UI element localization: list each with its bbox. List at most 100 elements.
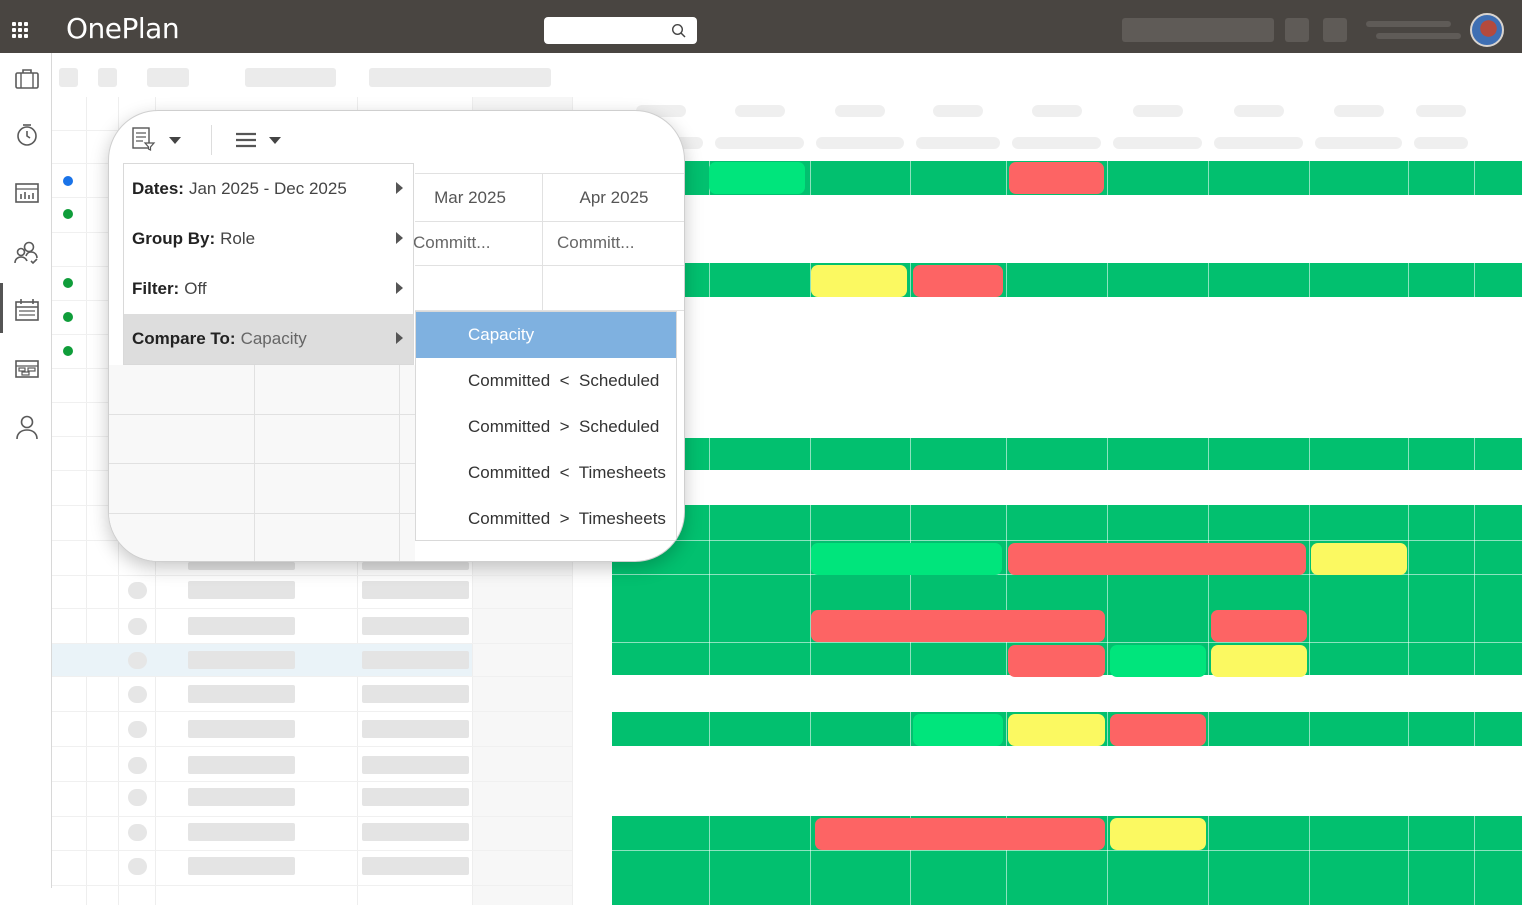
heatmap-cell-over (1008, 543, 1306, 575)
menu-dropdown[interactable] (235, 126, 287, 154)
briefcase-icon[interactable] (13, 65, 41, 93)
menu-item-compare-to[interactable]: Compare To: Capacity (124, 314, 413, 364)
column-header-placeholder (933, 105, 983, 117)
app-logo[interactable]: OnePlan (66, 12, 180, 45)
submenu-item-committed-lt-scheduled[interactable]: Committed < Scheduled (468, 371, 660, 390)
chevron-down-icon (269, 137, 281, 144)
menu-item-key: Compare To: (132, 329, 236, 348)
toolbar-placeholder (147, 68, 189, 87)
magnifier-icon[interactable] (671, 23, 687, 39)
status-dot (63, 312, 73, 322)
grid-line (52, 643, 572, 644)
grid-line (109, 513, 415, 514)
row-icon-placeholder (128, 789, 147, 806)
compare-to-submenu: Capacity Committed < Scheduled Committed… (415, 311, 677, 541)
calendar-icon[interactable] (13, 296, 41, 324)
month-header: Mar 2025 (434, 188, 506, 207)
heatmap-row (612, 263, 1522, 297)
grid-line (52, 850, 572, 851)
chevron-right-icon (396, 182, 403, 194)
row-name-placeholder (188, 617, 295, 635)
top-bar: OnePlan (0, 0, 1522, 53)
grid-line (1309, 95, 1310, 905)
row-value-placeholder (362, 562, 469, 570)
status-dot (63, 209, 73, 219)
settings-menu: Dates: Jan 2025 - Dec 2025 Group By: Rol… (123, 163, 414, 365)
heatmap-cell-over (1211, 610, 1307, 642)
row-value-placeholder (362, 857, 469, 875)
row-value-placeholder (362, 617, 469, 635)
search-input[interactable] (544, 17, 697, 44)
grid-line (612, 680, 1522, 681)
grid-line (1408, 95, 1409, 905)
grid-line (542, 173, 543, 311)
row-icon-placeholder (128, 858, 147, 875)
submenu-item-committed-lt-timesheets[interactable]: Committed < Timesheets (468, 463, 666, 482)
menu-item-value: Off (184, 279, 207, 298)
submenu-item-capacity[interactable]: Capacity (416, 312, 676, 358)
waffle-grid-icon[interactable] (12, 22, 28, 38)
column-subheader-placeholder (1113, 137, 1202, 149)
row-name-placeholder (188, 581, 295, 599)
row-name-placeholder (188, 720, 295, 738)
person-icon[interactable] (13, 413, 41, 441)
column-header-placeholder (1132, 105, 1183, 117)
column-subheader-placeholder (916, 137, 1000, 149)
top-bar-placeholder (1122, 18, 1274, 42)
chevron-down-icon (169, 137, 181, 144)
clock-icon[interactable] (13, 121, 41, 149)
heatmap-cell-near (1110, 645, 1206, 677)
chevron-right-icon (396, 282, 403, 294)
heatmap-cell-over (1008, 645, 1105, 677)
capacity-heatmap (612, 95, 1522, 905)
menu-item-dates[interactable]: Dates: Jan 2025 - Dec 2025 (124, 164, 413, 214)
view-dropdown[interactable] (131, 126, 183, 154)
heatmap-cell-over (1110, 714, 1206, 746)
grid-line (52, 711, 572, 712)
row-name-placeholder (188, 685, 295, 703)
menu-item-group-by[interactable]: Group By: Role (124, 214, 413, 264)
heatmap-cell-warning (1311, 543, 1407, 575)
heatmap-cell-over (811, 610, 1105, 642)
row-value-placeholder (362, 756, 469, 774)
column-header-placeholder (835, 105, 885, 117)
column-subheader-placeholder (1315, 137, 1402, 149)
grid-line (109, 414, 415, 415)
heatmap-cell-near (913, 714, 1003, 746)
grid-line (52, 575, 572, 576)
row-icon-placeholder (128, 686, 147, 703)
heatmap-cell-near (811, 543, 1002, 575)
row-name-placeholder (188, 823, 295, 841)
heatmap-cell-warning (811, 265, 907, 297)
row-icon-placeholder (128, 618, 147, 635)
row-value-placeholder (362, 788, 469, 806)
submenu-item-committed-gt-scheduled[interactable]: Committed > Scheduled (468, 417, 660, 436)
grid-line (109, 463, 415, 464)
row-icon-placeholder (128, 824, 147, 841)
sheet-filter-icon (132, 127, 156, 151)
heatmap-cell-over (815, 818, 1105, 850)
heatmap-cell-warning (1008, 714, 1105, 746)
submenu-item-committed-gt-timesheets[interactable]: Committed > Timesheets (468, 509, 666, 528)
row-name-placeholder (188, 857, 295, 875)
nav-active-indicator (0, 283, 3, 333)
grid-line (415, 310, 684, 311)
grid-line (399, 365, 400, 561)
top-bar-placeholder (1366, 21, 1451, 27)
column-subheader-placeholder (816, 137, 904, 149)
menu-item-filter[interactable]: Filter: Off (124, 264, 413, 314)
column-subheader-placeholder (1012, 137, 1101, 149)
grid-line (910, 95, 911, 905)
column-subheader-placeholder (1414, 137, 1468, 149)
grid-line (1107, 95, 1108, 905)
board-icon[interactable] (13, 355, 41, 383)
grid-line (1208, 95, 1209, 905)
column-subheader: Committ... (413, 233, 491, 252)
chart-icon[interactable] (13, 179, 41, 207)
people-icon[interactable] (13, 239, 41, 267)
grid-line (86, 97, 87, 905)
avatar[interactable] (1470, 13, 1504, 47)
grid-line (52, 676, 572, 677)
column-header-placeholder (1233, 105, 1284, 117)
